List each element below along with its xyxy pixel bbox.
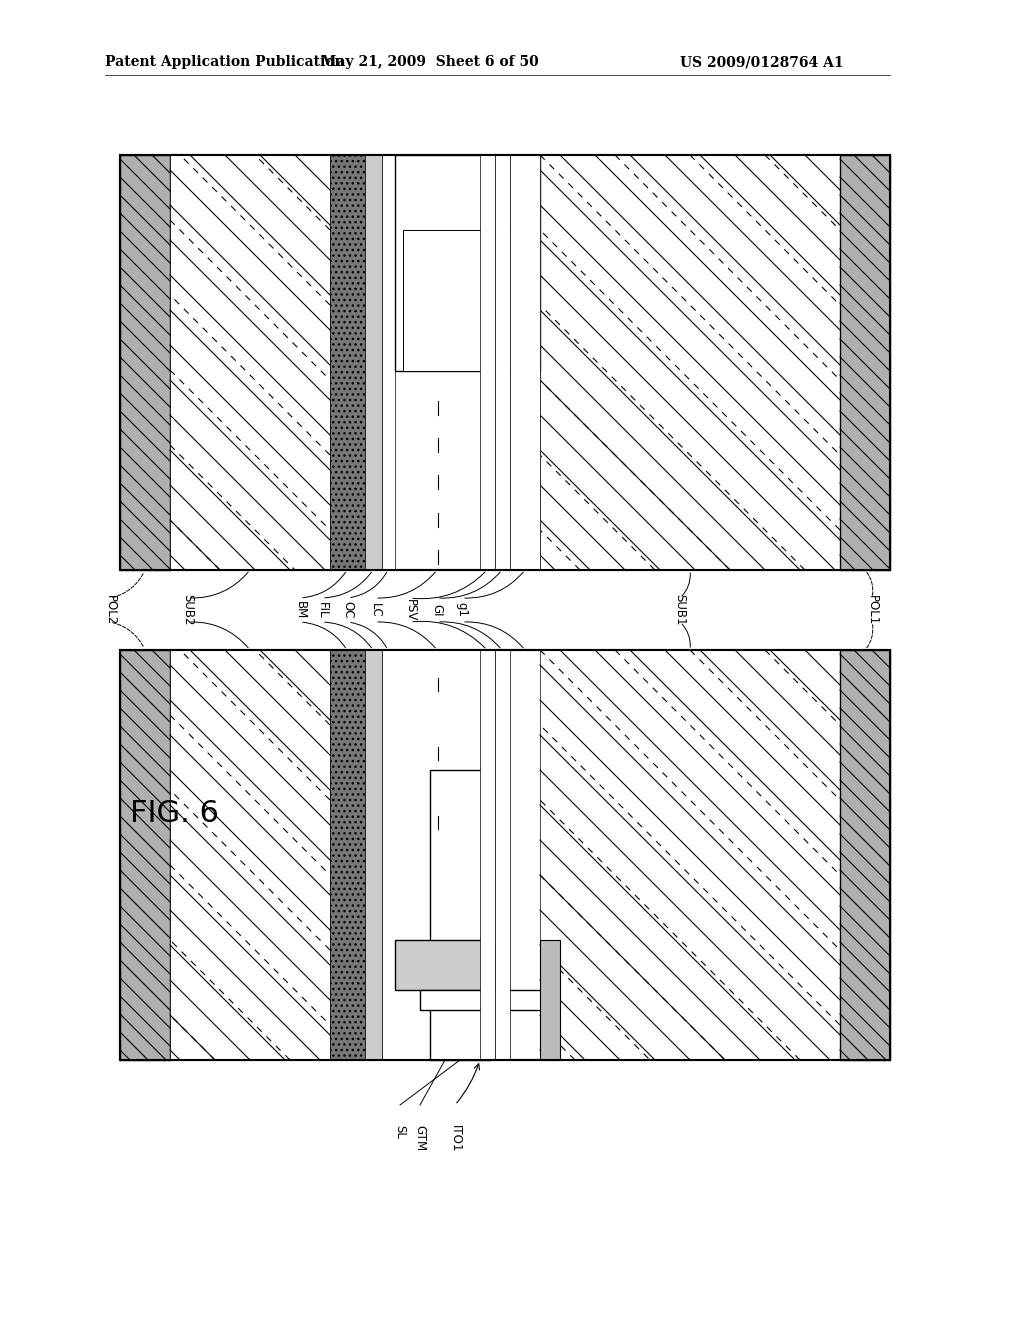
Bar bbox=[395, 940, 495, 990]
Bar bbox=[420, 990, 545, 1010]
Text: LC: LC bbox=[369, 603, 382, 618]
Text: FIG. 6: FIG. 6 bbox=[130, 800, 219, 829]
Text: May 21, 2009  Sheet 6 of 50: May 21, 2009 Sheet 6 of 50 bbox=[322, 55, 539, 69]
Bar bbox=[430, 770, 490, 1060]
Bar bbox=[403, 230, 532, 371]
Bar bbox=[395, 649, 480, 1060]
Bar bbox=[170, 649, 330, 1060]
Text: OC: OC bbox=[341, 601, 354, 619]
Bar bbox=[840, 154, 890, 570]
Bar bbox=[120, 649, 890, 1060]
Bar bbox=[365, 649, 382, 1060]
Bar bbox=[365, 154, 382, 570]
Bar bbox=[120, 154, 170, 570]
Bar bbox=[395, 154, 540, 371]
Bar bbox=[540, 649, 840, 1060]
Bar bbox=[120, 154, 890, 570]
Text: PSV: PSV bbox=[403, 599, 417, 622]
Text: SUB2: SUB2 bbox=[181, 594, 195, 626]
Text: GI: GI bbox=[430, 603, 443, 616]
Text: g1: g1 bbox=[456, 602, 469, 618]
Text: Patent Application Publication: Patent Application Publication bbox=[105, 55, 345, 69]
Text: GTM: GTM bbox=[414, 1125, 427, 1151]
Bar bbox=[495, 649, 510, 1060]
Text: SL: SL bbox=[393, 1125, 407, 1139]
Bar bbox=[495, 154, 510, 570]
Text: POL2: POL2 bbox=[103, 595, 117, 626]
Bar bbox=[540, 154, 840, 570]
Bar bbox=[120, 154, 890, 570]
Text: BM: BM bbox=[294, 601, 306, 619]
Text: ITO1: ITO1 bbox=[449, 1125, 462, 1152]
Text: FIL: FIL bbox=[315, 602, 329, 618]
Bar bbox=[382, 154, 395, 570]
Text: POL1: POL1 bbox=[865, 595, 879, 626]
Bar bbox=[540, 940, 560, 1060]
Bar bbox=[510, 154, 540, 570]
Bar bbox=[840, 649, 890, 1060]
Bar bbox=[120, 649, 890, 1060]
Bar bbox=[120, 649, 170, 1060]
Bar bbox=[170, 154, 330, 570]
Bar bbox=[382, 649, 395, 1060]
Bar bbox=[480, 154, 495, 570]
Text: SUB1: SUB1 bbox=[674, 594, 686, 626]
Text: US 2009/0128764 A1: US 2009/0128764 A1 bbox=[680, 55, 844, 69]
Bar bbox=[480, 649, 495, 1060]
Bar bbox=[330, 649, 365, 1060]
Bar bbox=[330, 154, 365, 570]
